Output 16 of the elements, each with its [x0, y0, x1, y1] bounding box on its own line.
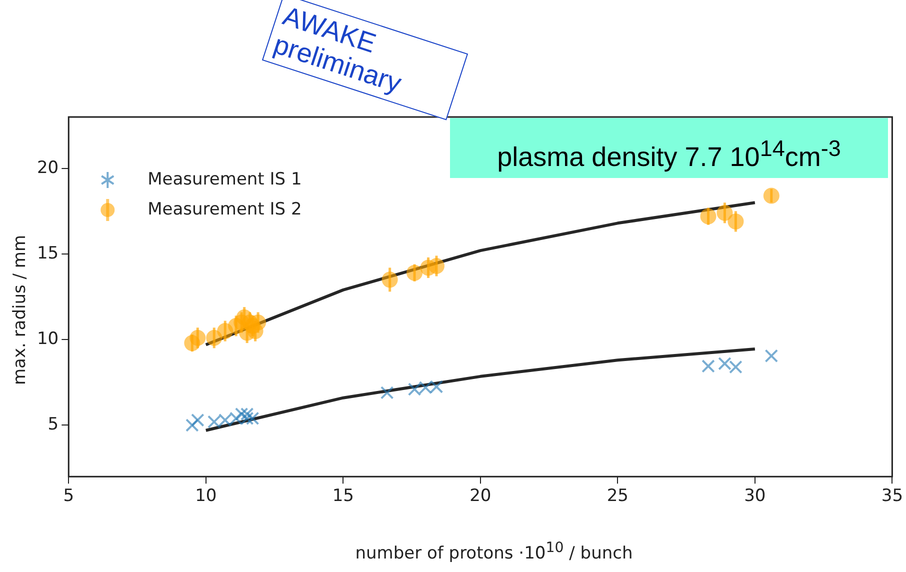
x-tick-label: 15 [332, 486, 354, 506]
x-tick-label: 10 [195, 486, 217, 506]
x-tick-label: 35 [881, 486, 904, 506]
x-tick-label: 30 [744, 486, 766, 506]
x-tick-label: 25 [606, 486, 628, 506]
x-tick-label: 20 [470, 486, 492, 506]
y-tick-label: 5 [48, 414, 59, 435]
note-box: plasma density 7.7 10$^{14}$cm$^{-3}$ [450, 118, 888, 178]
x-tick-label: 5 [63, 486, 74, 506]
legend-label: Measurement IS 2 [148, 199, 302, 220]
x-axis-title: number of protons ·10$^{10}$ / bunch [354, 540, 634, 564]
y-tick-label: 20 [36, 158, 59, 178]
legend-label: Measurement IS 1 [148, 169, 302, 190]
y-axis-title: max. radius / mm [10, 234, 30, 388]
y-tick-label: 10 [36, 329, 59, 350]
y-tick-label: 15 [36, 243, 59, 264]
